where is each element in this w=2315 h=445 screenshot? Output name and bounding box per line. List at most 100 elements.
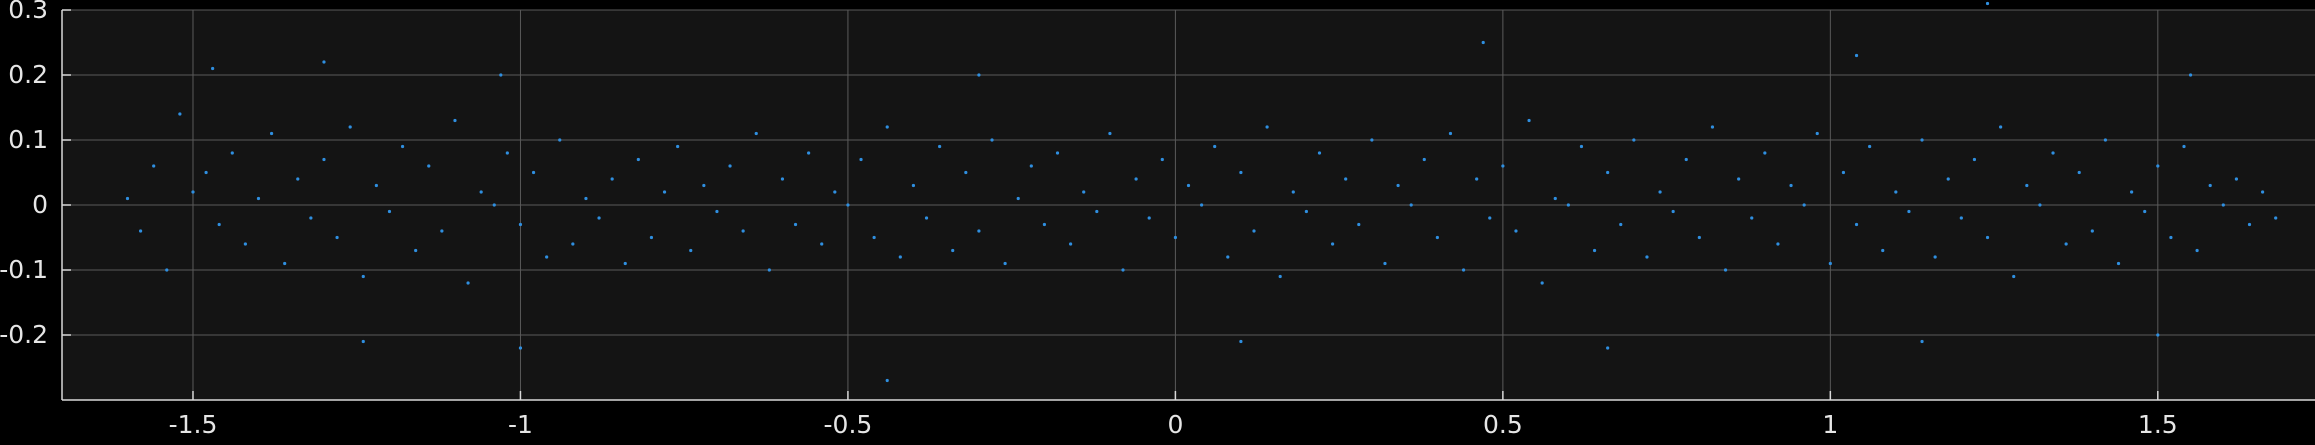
data-point-0-105 <box>1501 164 1505 168</box>
data-point-0-107 <box>1527 118 1531 123</box>
data-point-0-79 <box>1160 157 1164 162</box>
data-point-0-96 <box>1383 261 1387 266</box>
data-point-0-111 <box>1579 144 1584 149</box>
data-point-0-174 <box>518 346 523 350</box>
data-point-0-37 <box>610 177 614 181</box>
data-point-0-36 <box>178 112 182 116</box>
data-point-0-1 <box>204 170 208 175</box>
data-point-0-117 <box>1658 190 1662 194</box>
data-point-0-139 <box>1946 177 1950 181</box>
data-point-0-75 <box>1108 131 1112 136</box>
data-point-0-41 <box>662 190 667 194</box>
data-point-0-167 <box>499 73 503 77</box>
data-point-0-172 <box>2188 73 2193 77</box>
data-point-0-44 <box>702 183 706 188</box>
data-point-0-129 <box>1815 131 1819 136</box>
data-point-0-122 <box>1723 268 1728 272</box>
data-point-0-33 <box>138 229 143 233</box>
data-point-0-28 <box>558 138 562 142</box>
data-point-0-11 <box>335 235 339 240</box>
data-point-0-106 <box>1514 229 1518 233</box>
data-point-0-116 <box>1645 255 1649 259</box>
data-point-0-19 <box>440 229 444 233</box>
data-point-0-77 <box>1134 177 1138 181</box>
data-point-0-68 <box>1016 196 1020 201</box>
data-point-0-50 <box>780 177 785 181</box>
y-tick-label-2: 0.1 <box>8 125 48 154</box>
data-point-0-24 <box>505 151 509 155</box>
data-point-0-179 <box>2156 333 2160 337</box>
data-point-0-26 <box>531 170 536 175</box>
data-point-0-46 <box>728 164 732 168</box>
data-point-0-95 <box>1370 138 1374 142</box>
data-point-0-164 <box>2274 216 2278 220</box>
data-point-0-166 <box>322 60 326 64</box>
data-point-0-168 <box>977 73 981 77</box>
data-point-0-76 <box>1121 268 1125 272</box>
data-point-0-25 <box>518 222 523 227</box>
data-point-0-146 <box>2038 203 2042 207</box>
data-point-0-165 <box>211 66 215 71</box>
data-point-0-177 <box>1606 346 1610 350</box>
data-point-0-72 <box>1069 242 1073 246</box>
data-point-0-127 <box>1789 183 1793 188</box>
data-point-0-40 <box>649 235 654 240</box>
data-point-0-133 <box>1868 144 1872 149</box>
data-point-0-148 <box>2064 242 2068 246</box>
data-point-0-110 <box>1566 203 1570 207</box>
data-point-0-13 <box>361 274 365 279</box>
data-point-0-104 <box>1488 216 1492 220</box>
grid-layer <box>62 9 2315 400</box>
data-point-0-115 <box>1632 138 1636 142</box>
data-point-0-23 <box>492 203 496 207</box>
data-point-0-103 <box>1475 177 1479 181</box>
data-point-0-49 <box>767 268 771 272</box>
data-point-0-0 <box>191 190 195 194</box>
data-point-0-34 <box>152 164 156 168</box>
data-point-0-108 <box>1540 281 1544 285</box>
data-point-0-64 <box>964 170 968 175</box>
data-point-0-112 <box>1592 248 1597 253</box>
data-point-0-54 <box>833 190 837 194</box>
data-point-0-114 <box>1619 222 1623 227</box>
data-point-0-102 <box>1461 268 1466 272</box>
y-tick-label-1: 0.2 <box>8 60 48 89</box>
data-point-0-51 <box>793 222 798 227</box>
data-point-0-161 <box>2234 177 2239 181</box>
data-point-0-90 <box>1304 209 1308 214</box>
data-point-0-93 <box>1344 177 1348 181</box>
axes-layer <box>61 9 2315 401</box>
data-point-0-29 <box>571 242 575 246</box>
data-point-0-123 <box>1737 177 1741 181</box>
data-point-0-141 <box>1972 157 1977 162</box>
x-tick-label-2: -0.5 <box>824 410 873 439</box>
data-point-0-62 <box>938 144 942 149</box>
data-point-0-109 <box>1553 196 1557 201</box>
data-point-0-99 <box>1422 157 1426 162</box>
data-point-0-144 <box>2012 274 2016 279</box>
data-point-0-65 <box>977 229 981 233</box>
data-point-0-178 <box>1920 339 1924 344</box>
data-point-0-156 <box>2169 235 2173 240</box>
data-points-layer <box>125 1 2278 383</box>
data-point-0-173 <box>361 339 365 344</box>
data-point-0-59 <box>898 255 902 259</box>
data-point-0-4 <box>243 242 247 246</box>
data-point-0-176 <box>1239 339 1243 344</box>
data-point-0-113 <box>1606 170 1610 175</box>
data-point-0-5 <box>256 196 261 201</box>
data-point-0-73 <box>1082 190 1086 194</box>
data-point-0-138 <box>1933 255 1937 259</box>
y-tick-label-3: 0 <box>32 190 48 219</box>
data-point-0-159 <box>2208 183 2212 188</box>
data-point-0-81 <box>1186 183 1191 188</box>
data-point-0-83 <box>1213 144 1217 149</box>
data-point-0-58 <box>885 125 889 129</box>
data-point-0-118 <box>1671 209 1675 214</box>
data-point-0-134 <box>1881 248 1885 253</box>
data-point-0-155 <box>2156 164 2160 168</box>
data-point-0-152 <box>2116 261 2121 266</box>
data-point-0-42 <box>676 144 680 149</box>
data-point-0-78 <box>1147 216 1151 220</box>
